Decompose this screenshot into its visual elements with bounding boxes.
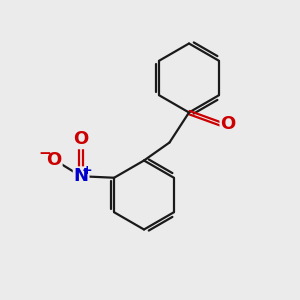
- Text: +: +: [81, 164, 92, 177]
- Text: −: −: [38, 146, 51, 161]
- Text: O: O: [220, 115, 236, 133]
- Text: N: N: [74, 167, 88, 185]
- Text: O: O: [74, 130, 89, 148]
- Text: O: O: [46, 151, 62, 169]
